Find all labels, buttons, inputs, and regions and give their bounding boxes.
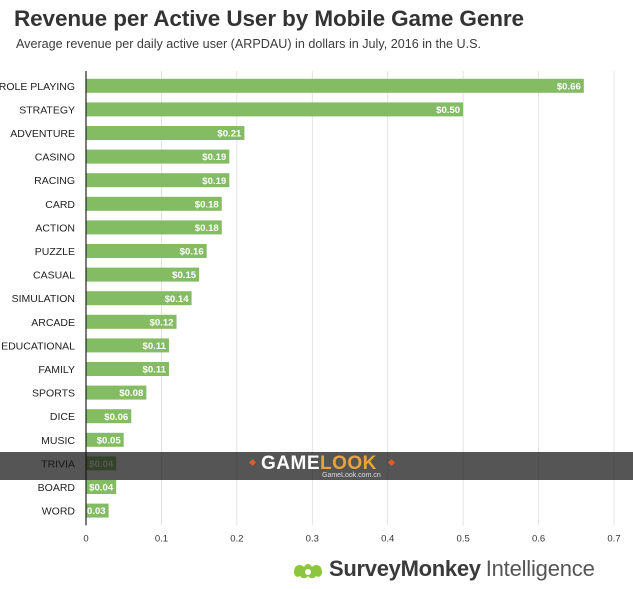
bar-value-label: $0.06 — [104, 412, 128, 423]
bar-value-label: $0.05 — [97, 435, 122, 446]
watermark-prefix: GAME — [261, 453, 320, 474]
category-label: ARCADE — [31, 317, 75, 329]
x-axis-ticks: 0 0.1 0.2 0.3 0.4 0.5 0.6 0.7 — [83, 533, 620, 544]
bar-value-label: $0.11 — [142, 341, 166, 352]
bar-value-label: $0.18 — [195, 223, 220, 234]
bar-value-label: $0.50 — [436, 105, 460, 116]
watermark-sub: GameLook.com.cn — [322, 472, 381, 479]
category-label: BOARD — [38, 482, 76, 494]
bar — [86, 409, 132, 424]
category-label: DICE — [50, 411, 75, 423]
x-tick-label: 0.5 — [457, 533, 470, 544]
category-label: ADVENTURE — [10, 128, 75, 140]
bar-value-label: $0.11 — [142, 365, 166, 376]
x-tick-label: 0.7 — [607, 533, 620, 544]
bar — [86, 362, 169, 376]
bar-value-label: $0.04 — [89, 483, 114, 494]
bar-value-label: $0.14 — [165, 294, 190, 305]
bar — [86, 503, 109, 518]
category-label: SPORTS — [32, 388, 75, 400]
value-labels: $0.66 $0.50 $0.21 $0.19 $0.19 $0.18 $0.18 $0.16… — [82, 81, 581, 517]
bar-value-label: $0.08 — [119, 388, 144, 399]
bar-value-label: $0.21 — [217, 129, 242, 140]
category-label: CASUAL — [33, 270, 75, 282]
bar-value-label: $0.18 — [195, 199, 220, 210]
bar-value-label: $0.66 — [557, 81, 581, 92]
category-label: CARD — [45, 199, 75, 211]
category-label: WORD — [42, 506, 76, 518]
bar — [86, 314, 177, 329]
x-tick-label: 0.6 — [532, 533, 545, 544]
x-tick-label: 0.4 — [381, 533, 394, 544]
bar-value-label: $0.19 — [202, 152, 226, 163]
watermark-accent: LOOK — [320, 453, 377, 474]
watermark-logo: GAMELOOK — [261, 453, 377, 475]
bar — [86, 432, 124, 447]
surveymonkey-logo-icon — [294, 564, 322, 579]
category-label: CASINO — [35, 152, 75, 164]
watermark-band — [0, 452, 633, 480]
bar-value-label: $0.19 — [202, 176, 226, 187]
bar — [86, 220, 222, 235]
x-tick-label: 0.2 — [230, 533, 243, 544]
bar — [86, 480, 117, 494]
bar — [86, 244, 207, 258]
brand-footer: SurveyMonkey Intelligence — [291, 556, 595, 582]
bar — [86, 173, 230, 188]
category-label: RACING — [34, 175, 75, 187]
x-tick-label: 0.1 — [155, 533, 168, 544]
brand-suffix: Intelligence — [485, 556, 595, 581]
bar — [86, 149, 230, 164]
bar — [86, 126, 245, 140]
category-label: MUSIC — [41, 435, 75, 447]
x-tick-label: 0.3 — [306, 533, 319, 544]
category-label: SIMULATION — [12, 293, 75, 305]
bar — [86, 267, 200, 282]
category-label: EDUCATIONAL — [1, 340, 75, 352]
bar — [86, 385, 147, 400]
bar-value-label: $0.16 — [180, 247, 204, 258]
bar-value-label: $0.03 — [82, 506, 106, 517]
category-label: STRATEGY — [19, 104, 75, 116]
brand-name: SurveyMonkey — [329, 556, 481, 581]
chart-title: Revenue per Active User by Mobile Game G… — [14, 6, 524, 31]
chart-subtitle: Average revenue per daily active user (A… — [16, 37, 482, 51]
bar — [86, 78, 584, 93]
bar — [86, 291, 192, 306]
bar — [86, 196, 222, 211]
bar-value-label: $0.12 — [149, 317, 173, 328]
category-label: PUZZLE — [35, 246, 75, 258]
bar — [86, 338, 169, 353]
category-label: ROLE PLAYING — [0, 81, 75, 93]
x-tick-label: 0 — [83, 533, 88, 544]
category-label: ACTION — [35, 222, 75, 234]
category-label: FAMILY — [38, 364, 75, 376]
bar — [86, 102, 464, 117]
bar-value-label: $0.15 — [172, 270, 197, 281]
